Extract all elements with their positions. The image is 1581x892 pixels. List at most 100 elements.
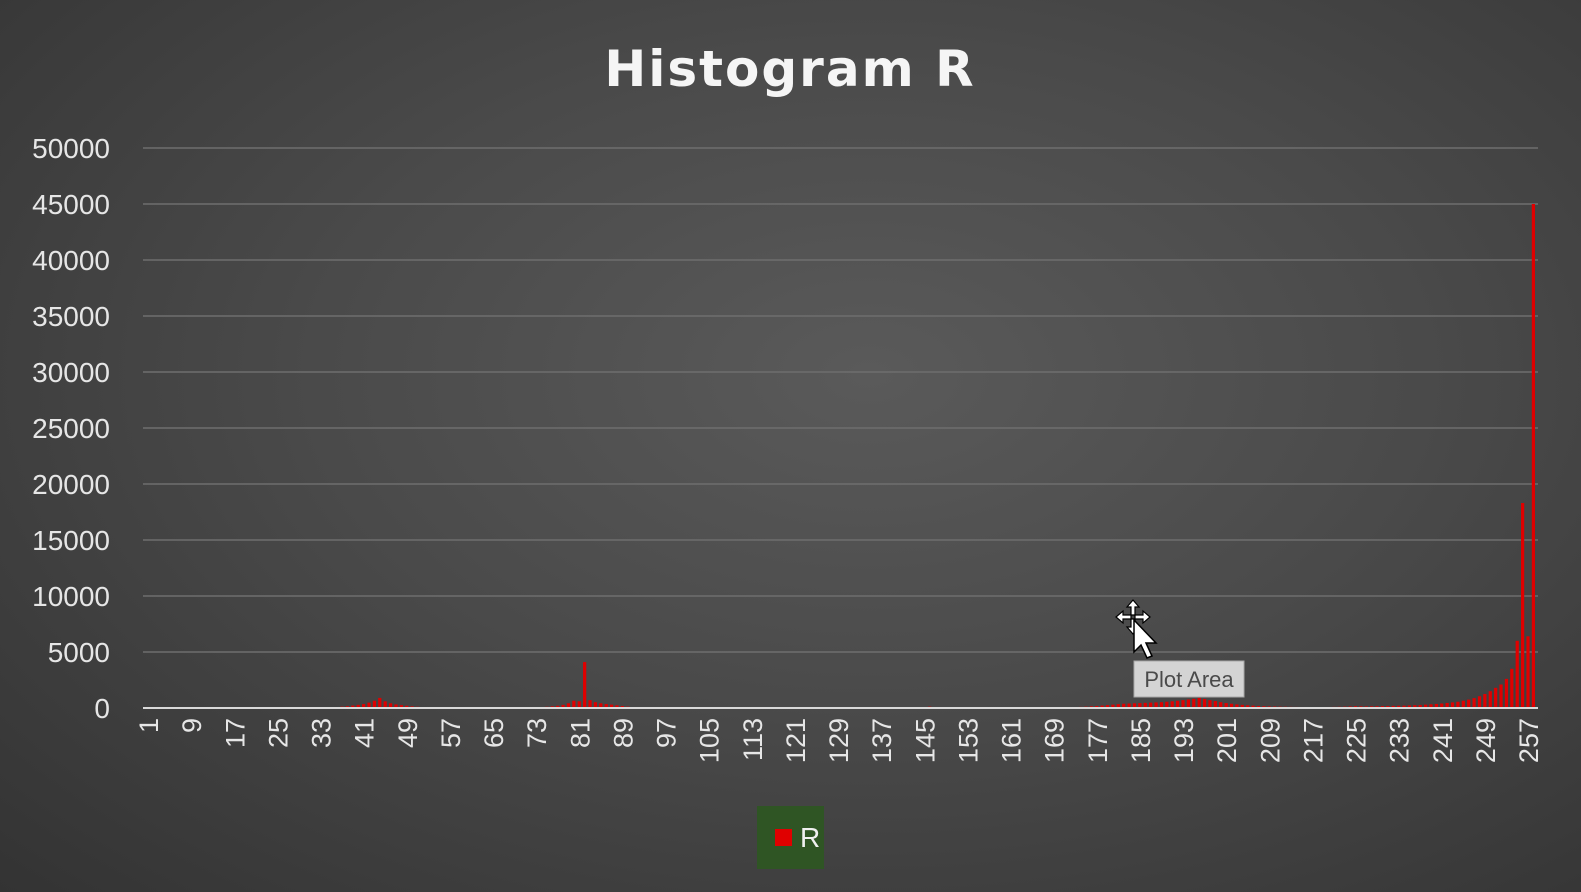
legend[interactable]: R — [757, 806, 824, 869]
histogram-bar[interactable] — [577, 701, 581, 708]
histogram-bar[interactable] — [1251, 705, 1255, 708]
histogram-bar[interactable] — [1391, 705, 1395, 708]
histogram-bar[interactable] — [1186, 699, 1190, 708]
histogram-bar[interactable] — [356, 704, 360, 708]
histogram-bar[interactable] — [1127, 703, 1131, 708]
histogram-bar[interactable] — [1105, 705, 1110, 708]
histogram-bar[interactable] — [1192, 698, 1196, 708]
histogram-bar[interactable] — [1418, 704, 1422, 708]
histogram-bar[interactable] — [1515, 640, 1519, 708]
histogram-bar[interactable] — [1494, 687, 1498, 708]
histogram-bar[interactable] — [1235, 704, 1239, 708]
histogram-bar[interactable] — [1450, 702, 1455, 708]
move-cursor-icon — [1115, 599, 1158, 659]
histogram-bar[interactable] — [583, 662, 587, 708]
histogram-bar[interactable] — [1100, 705, 1104, 708]
histogram-bar[interactable] — [399, 705, 403, 708]
histogram-bar[interactable] — [593, 702, 598, 708]
histogram-bar[interactable] — [362, 704, 366, 708]
x-tick-label: 73 — [522, 718, 552, 748]
histogram-bar[interactable] — [1138, 703, 1142, 708]
histogram-bar[interactable] — [1219, 702, 1223, 708]
histogram-bar[interactable] — [1461, 700, 1465, 708]
y-tick-label: 0 — [94, 693, 110, 724]
histogram-bar[interactable] — [572, 700, 576, 708]
histogram-bar[interactable] — [1116, 704, 1120, 708]
histogram-bar[interactable] — [1165, 701, 1169, 708]
histogram-bar[interactable] — [561, 704, 565, 708]
histogram-bar[interactable] — [394, 704, 398, 708]
histogram-bar[interactable] — [405, 705, 409, 708]
histogram-bar[interactable] — [1440, 703, 1444, 708]
x-tick-label: 1 — [134, 718, 164, 733]
histogram-bar[interactable] — [1111, 704, 1115, 708]
histogram-bar[interactable] — [1521, 503, 1525, 708]
histogram-bar[interactable] — [1434, 703, 1438, 708]
histogram-bar[interactable] — [1472, 698, 1476, 708]
histogram-bar[interactable] — [1197, 697, 1201, 708]
histogram-bar[interactable] — [372, 700, 377, 708]
histogram-bar[interactable] — [1154, 702, 1158, 708]
x-tick-label: 249 — [1471, 718, 1501, 763]
tooltip-text: Plot Area — [1144, 667, 1234, 692]
histogram-bar[interactable] — [1246, 705, 1250, 708]
histogram-bar[interactable] — [1510, 668, 1514, 708]
histogram-bar[interactable] — [378, 697, 382, 708]
histogram-bar[interactable] — [1483, 694, 1487, 708]
histogram-bar[interactable] — [383, 701, 387, 708]
histogram-bar[interactable] — [1149, 702, 1153, 708]
histogram-bar[interactable] — [1159, 702, 1164, 708]
histogram-bar[interactable] — [615, 705, 619, 708]
x-tick-label: 201 — [1212, 718, 1242, 763]
x-tick-label: 9 — [177, 718, 207, 733]
histogram-bar[interactable] — [1224, 703, 1228, 708]
histogram-bar[interactable] — [1477, 696, 1482, 708]
histogram-bar[interactable] — [556, 705, 560, 708]
histogram-bar[interactable] — [609, 704, 614, 708]
histogram-bar[interactable] — [1504, 678, 1509, 708]
x-tick-label: 97 — [652, 718, 682, 748]
histogram-bar[interactable] — [1170, 701, 1174, 708]
histogram-bar[interactable] — [1467, 699, 1471, 708]
histogram-bar[interactable] — [1402, 705, 1406, 708]
histogram-bar[interactable] — [588, 700, 592, 708]
histogram-bar[interactable] — [1122, 703, 1126, 708]
histogram-bar[interactable] — [599, 703, 603, 708]
histogram-bar[interactable] — [1445, 702, 1449, 708]
y-tick-label: 5000 — [48, 637, 110, 668]
y-tick-label: 35000 — [32, 301, 110, 332]
histogram-bar[interactable] — [1429, 704, 1433, 708]
histogram-bar[interactable] — [1456, 701, 1460, 708]
histogram-bar[interactable] — [604, 704, 608, 708]
histogram-bar[interactable] — [1386, 705, 1390, 708]
histogram-bar[interactable] — [1397, 705, 1401, 708]
histogram-bar[interactable] — [1423, 704, 1428, 708]
histogram-bar[interactable] — [1531, 204, 1535, 708]
histogram-bar[interactable] — [1407, 705, 1412, 708]
histogram-bar[interactable] — [1208, 700, 1212, 708]
histogram-bar[interactable] — [1176, 700, 1180, 708]
histogram-bar[interactable] — [1256, 705, 1261, 708]
histogram-bar[interactable] — [351, 705, 355, 708]
x-tick-label: 121 — [781, 718, 811, 763]
plot-area[interactable] — [335, 204, 1535, 709]
histogram-bar[interactable] — [1229, 703, 1234, 708]
histogram-bar[interactable] — [1526, 636, 1530, 708]
histogram-bar[interactable] — [1181, 700, 1185, 708]
histogram-bar[interactable] — [367, 702, 371, 708]
x-tick-label: 49 — [393, 718, 423, 748]
histogram-bar[interactable] — [1240, 704, 1244, 708]
histogram-bar[interactable] — [1499, 684, 1503, 708]
histogram-bar[interactable] — [1213, 701, 1217, 708]
histogram-bar[interactable] — [1413, 705, 1417, 708]
histogram-bar[interactable] — [1143, 702, 1147, 708]
histogram-bar[interactable] — [388, 703, 393, 708]
histogram-bar[interactable] — [566, 703, 571, 708]
histogram-bar[interactable] — [620, 705, 624, 708]
histogram-bar[interactable] — [1132, 703, 1137, 708]
histogram-bar[interactable] — [1202, 699, 1207, 708]
x-tick-label: 25 — [263, 718, 293, 748]
histogram-bar[interactable] — [1488, 691, 1492, 708]
histogram-bar[interactable] — [1095, 705, 1099, 708]
